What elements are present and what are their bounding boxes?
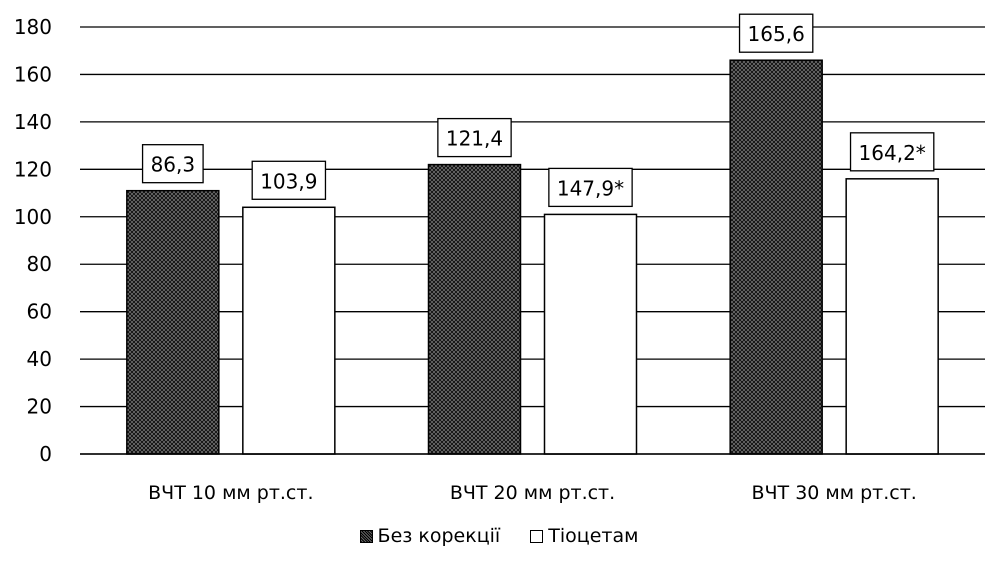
legend: Без корекції Тіоцетам (0, 524, 998, 547)
y-tick-label: 60 (27, 300, 52, 324)
y-tick-label: 180 (14, 15, 52, 39)
data-label: 86,3 (141, 144, 204, 184)
gridlines (80, 26, 985, 455)
bar-tiotsetam (242, 206, 336, 455)
y-tick-label: 20 (27, 395, 52, 419)
x-tick-label: ВЧТ 10 мм рт.ст. (148, 482, 313, 504)
x-tick-label: ВЧТ 20 мм рт.ст. (450, 482, 615, 504)
data-label-text: 147,9* (557, 176, 624, 200)
data-label-box (251, 160, 327, 200)
y-tick-label: 40 (27, 347, 52, 371)
bar-tiotsetam (845, 178, 939, 455)
data-label-text: 165,6 (748, 22, 805, 46)
data-label: 103,9 (251, 160, 327, 200)
data-label-box (849, 132, 935, 172)
legend-swatch-light (530, 529, 544, 543)
y-tick-label: 120 (14, 157, 52, 181)
data-label-text: 103,9 (260, 169, 317, 193)
bar-bez-korektsii (126, 189, 220, 455)
data-label-text: 164,2* (859, 141, 926, 165)
legend-item-series-2: Тіоцетам (530, 525, 638, 547)
bar-bez-korektsii (427, 163, 522, 455)
y-tick-label: 100 (14, 205, 52, 229)
legend-swatch-dark (359, 529, 373, 543)
y-tick-label: 0 (39, 442, 52, 466)
data-label-text: 121,4 (446, 127, 503, 151)
y-axis: 0 20 40 60 80 100 120 140 160 180 (14, 15, 52, 466)
bar-bez-korektsii (729, 59, 823, 455)
data-label-box (548, 167, 633, 208)
bar-tiotsetam (543, 213, 638, 455)
data-label-box (141, 144, 204, 184)
data-labels: 86,3 103,9 121,4 147,9* 165,6 164,2* (141, 13, 935, 208)
bars (126, 59, 939, 455)
data-label-text: 86,3 (151, 153, 196, 177)
legend-label: Без корекції (377, 524, 501, 547)
y-tick-label: 140 (14, 110, 52, 134)
x-axis: ВЧТ 10 мм рт.ст. ВЧТ 20 мм рт.ст. ВЧТ 30 м… (80, 453, 985, 504)
legend-label: Тіоцетам (548, 524, 639, 547)
y-tick-label: 160 (14, 62, 52, 86)
legend-item-series-1: Без корекції (359, 524, 501, 547)
x-tick-label: ВЧТ 30 мм рт.ст. (751, 482, 916, 504)
data-label: 165,6 (738, 13, 814, 53)
data-label: 164,2* (849, 132, 935, 172)
data-label-box (437, 117, 512, 158)
data-label-box (738, 13, 814, 53)
data-label: 147,9* (548, 167, 633, 208)
data-label: 121,4 (437, 117, 512, 158)
y-tick-label: 80 (27, 252, 52, 276)
